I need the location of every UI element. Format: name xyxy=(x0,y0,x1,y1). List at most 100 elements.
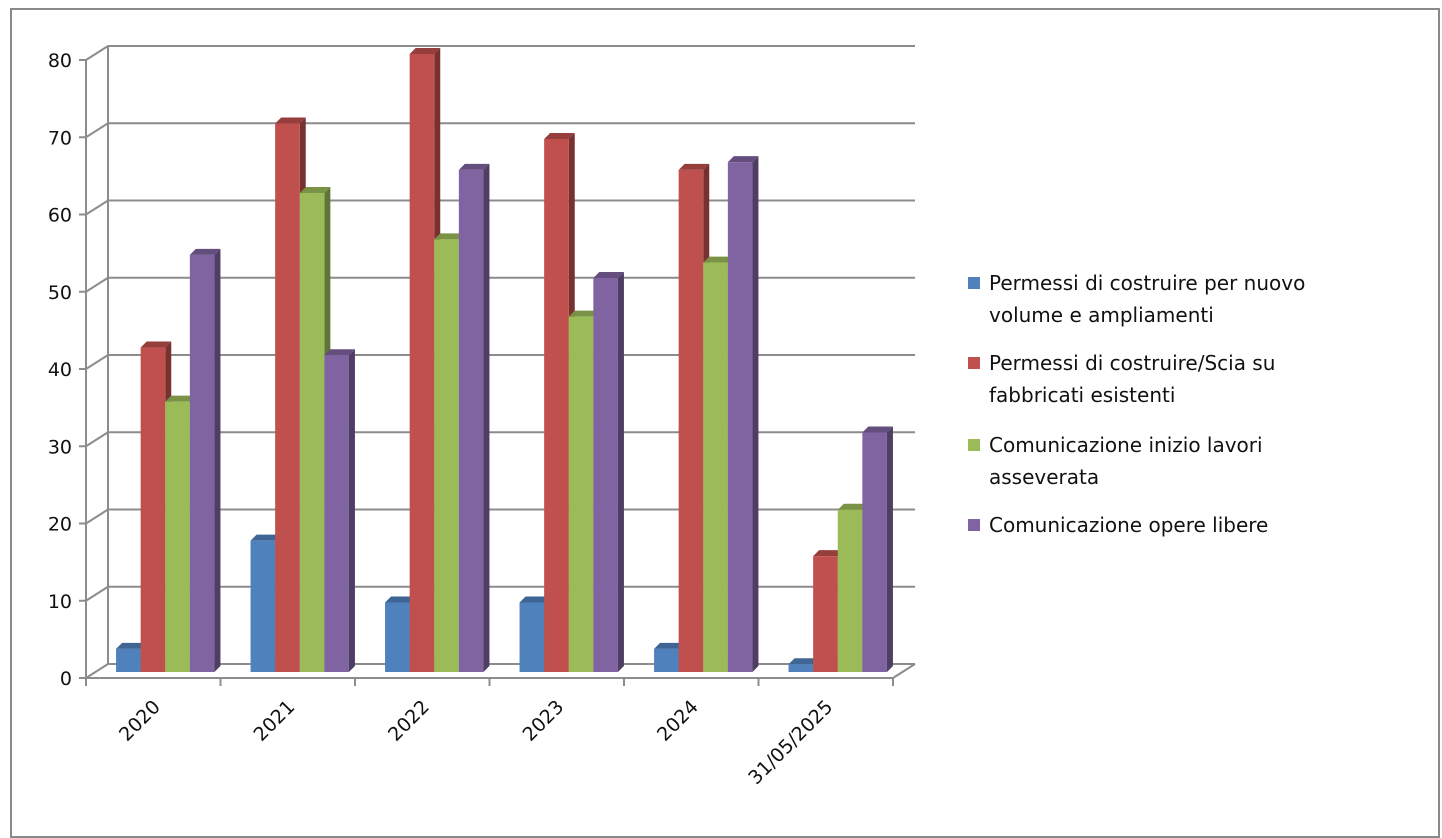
bar-top xyxy=(568,310,600,317)
bar-front xyxy=(703,262,728,672)
bar-front xyxy=(837,509,863,672)
x-tick-label: 2022 xyxy=(384,696,434,746)
legend-item: Comunicazione opere libere xyxy=(968,513,1268,537)
y-tick-label: 30 xyxy=(48,436,72,458)
bar-top xyxy=(862,426,893,433)
bar-top xyxy=(165,395,196,402)
floor-edge xyxy=(892,663,916,679)
wall-gridline xyxy=(85,276,109,293)
x-tick-label: 2021 xyxy=(250,696,300,746)
bar-front xyxy=(140,347,166,672)
bar-side xyxy=(617,272,624,672)
bar-front xyxy=(165,401,190,672)
bar-front xyxy=(299,193,325,673)
bar xyxy=(862,426,893,672)
legend-label-line: asseverata xyxy=(989,465,1099,489)
bar xyxy=(324,349,355,672)
axis-layer xyxy=(79,46,916,686)
x-tick-label: 2023 xyxy=(519,696,569,746)
bar xyxy=(189,248,221,672)
bar-front xyxy=(275,123,300,672)
legend-label-line: Comunicazione inizio lavori xyxy=(989,433,1263,457)
bar-front xyxy=(434,239,459,672)
bar-front xyxy=(519,602,545,672)
bar-front xyxy=(727,162,753,672)
bar-top xyxy=(275,117,306,124)
bar-top xyxy=(837,503,869,510)
bar-side xyxy=(886,426,893,672)
bar-front xyxy=(116,648,141,672)
y-tick-label: 0 xyxy=(60,668,72,690)
bar xyxy=(727,156,759,672)
bar-top xyxy=(678,163,710,170)
x-tick-label: 31/05/2025 xyxy=(744,696,837,789)
grid-layer xyxy=(85,45,915,679)
bar-top xyxy=(544,132,575,139)
bar xyxy=(703,256,734,672)
wall-gridline xyxy=(85,354,109,370)
bar xyxy=(593,272,624,672)
bar-top xyxy=(434,233,465,240)
y-tick-label: 60 xyxy=(48,205,72,227)
bar-top xyxy=(813,550,844,557)
legend-label-line: Permessi di costruire per nuovo xyxy=(989,271,1305,295)
legend-label: Permessi di costruire per nuovo volume e … xyxy=(989,271,1305,327)
legend-swatch xyxy=(968,439,980,451)
legend-label: Permessi di costruire/Scia su fabbricati … xyxy=(989,351,1275,407)
bar-top xyxy=(189,248,221,255)
x-tick-label: 2024 xyxy=(653,696,703,746)
y-tick-label: 80 xyxy=(48,50,72,72)
bar-front xyxy=(568,316,594,672)
bar-side xyxy=(348,349,355,672)
bar-front xyxy=(324,355,349,672)
y-tick-label: 20 xyxy=(48,514,72,536)
bar-side xyxy=(483,163,490,672)
bar-top xyxy=(703,256,734,263)
bar-front xyxy=(678,169,704,672)
legend-item: Permessi di costruire/Scia su fabbricati … xyxy=(968,351,1275,407)
legend-label: Comunicazione opere libere xyxy=(989,513,1268,537)
legend-layer: Permessi di costruire per nuovo volume e … xyxy=(968,271,1305,537)
wall-gridline xyxy=(85,45,109,61)
legend-item: Comunicazione inizio lavori asseverata xyxy=(968,433,1263,489)
bar-top xyxy=(409,48,441,54)
legend-label-line: volume e ampliamenti xyxy=(989,303,1214,327)
legend-swatch xyxy=(968,277,980,289)
y-tick-label: 50 xyxy=(48,282,72,304)
bar-front xyxy=(862,432,887,672)
legend-label-line: Comunicazione opere libere xyxy=(989,513,1268,537)
legend-label-line: Permessi di costruire/Scia su xyxy=(989,351,1275,375)
bar-top xyxy=(250,534,282,541)
y-tick-label: 40 xyxy=(48,359,72,381)
bar-front xyxy=(250,540,276,672)
legend-swatch xyxy=(968,519,980,531)
bar-side xyxy=(214,248,221,672)
bar-front xyxy=(788,664,814,672)
wall-gridline xyxy=(85,199,109,216)
bar-side xyxy=(752,156,759,672)
wall-gridline xyxy=(85,585,109,602)
bar-front xyxy=(458,169,484,672)
bar-front xyxy=(385,602,410,672)
bar-top xyxy=(385,596,416,603)
wall-gridline xyxy=(85,508,109,525)
y-tick-label: 10 xyxy=(48,591,72,613)
bar-front xyxy=(654,648,679,672)
bar-top xyxy=(727,156,759,163)
bar-top xyxy=(140,341,172,348)
bar-top xyxy=(519,596,551,603)
wall-gridline xyxy=(85,431,109,448)
bar-front xyxy=(813,556,838,672)
bar-top xyxy=(593,272,624,279)
bar-top xyxy=(788,658,820,665)
legend-item: Permessi di costruire per nuovo volume e … xyxy=(968,271,1305,327)
bar-front xyxy=(189,254,215,672)
bar-top xyxy=(458,163,490,170)
legend-label: Comunicazione inizio lavori asseverata xyxy=(989,433,1263,489)
bar-top xyxy=(654,642,685,649)
bar-top xyxy=(324,349,355,356)
x-tick-label: 2020 xyxy=(115,696,165,746)
bar xyxy=(458,163,490,672)
bar-layer xyxy=(116,48,893,673)
